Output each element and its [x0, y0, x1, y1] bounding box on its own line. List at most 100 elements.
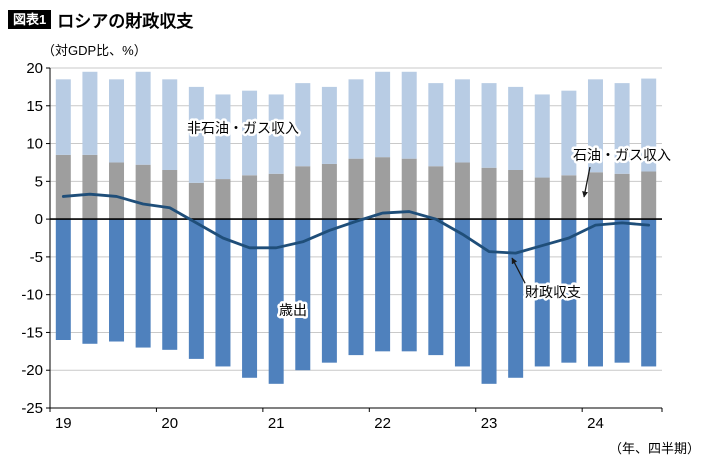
bar-segment-expenditure — [188, 219, 204, 359]
bar-segment-non-oil-gas-revenue — [188, 86, 204, 183]
bar-segment-expenditure — [268, 219, 284, 384]
bar-segment-non-oil-gas-revenue — [534, 94, 550, 178]
bar-segment-oil-gas-revenue — [454, 162, 470, 220]
bar-segment-expenditure — [55, 219, 71, 340]
bar-segment-expenditure — [508, 219, 524, 378]
bar-segment-oil-gas-revenue — [614, 173, 630, 220]
bar-segment-oil-gas-revenue — [641, 171, 657, 220]
y-tick-label: 0 — [35, 211, 43, 228]
label-oil-gas: 石油・ガス収入 — [573, 147, 671, 163]
label-oil-gas-arrow — [582, 166, 591, 198]
bar-segment-expenditure — [348, 219, 364, 356]
bar-segment-non-oil-gas-revenue — [561, 90, 577, 176]
bar-segment-non-oil-gas-revenue — [268, 94, 284, 174]
y-tick-label: -10 — [21, 287, 43, 304]
bar-segment-non-oil-gas-revenue — [55, 79, 71, 155]
bar-segment-expenditure — [534, 219, 550, 367]
bar-segment-non-oil-gas-revenue — [82, 71, 98, 155]
bar-segment-oil-gas-revenue — [109, 162, 125, 220]
bar-segment-oil-gas-revenue — [587, 172, 603, 220]
axes — [46, 67, 663, 412]
tick-labels: 20 15 10 5 0 -5 -10 -15 -20 -25 19 20 21 22 23 24 — [21, 60, 604, 432]
bar-segment-non-oil-gas-revenue — [135, 71, 151, 165]
bar-series — [55, 71, 657, 384]
bar-segment-expenditure — [454, 219, 470, 367]
bar-segment-non-oil-gas-revenue — [242, 90, 258, 176]
bar-segment-expenditure — [109, 219, 125, 342]
x-axis-unit-note: （年、四半期） — [608, 441, 700, 456]
bar-segment-non-oil-gas-revenue — [508, 86, 524, 170]
y-tick-label: -25 — [21, 400, 43, 417]
y-tick-label: -15 — [21, 324, 43, 341]
y-axis-unit-note: （対GDP比、%） — [42, 43, 147, 58]
bar-segment-oil-gas-revenue — [55, 154, 71, 220]
bar-segment-oil-gas-revenue — [268, 173, 284, 220]
bar-segment-oil-gas-revenue — [82, 154, 98, 220]
y-tick-label: 5 — [35, 173, 43, 190]
bar-segment-oil-gas-revenue — [508, 170, 524, 220]
bar-segment-oil-gas-revenue — [135, 164, 151, 220]
bar-segment-expenditure — [481, 219, 497, 384]
bar-segment-expenditure — [614, 219, 630, 363]
bar-segment-non-oil-gas-revenue — [454, 79, 470, 163]
bar-segment-oil-gas-revenue — [348, 158, 364, 220]
bar-segment-oil-gas-revenue — [188, 182, 204, 220]
bar-segment-expenditure — [321, 219, 337, 363]
bar-segment-non-oil-gas-revenue — [428, 83, 444, 167]
bar-segment-expenditure — [561, 219, 577, 363]
bar-segment-expenditure — [375, 219, 391, 352]
chart-header: 図表1 ロシアの財政収支 — [8, 7, 193, 32]
bar-segment-non-oil-gas-revenue — [109, 79, 125, 163]
x-tick-label: 24 — [587, 415, 604, 432]
bar-segment-oil-gas-revenue — [401, 158, 417, 220]
label-expenditure: 歳出 — [279, 302, 307, 318]
bar-segment-oil-gas-revenue — [295, 166, 311, 220]
label-non-oil-gas: 非石油・ガス収入 — [187, 120, 299, 136]
bar-segment-non-oil-gas-revenue — [295, 83, 311, 167]
bar-segment-oil-gas-revenue — [428, 166, 444, 220]
label-fiscal-balance-arrow — [511, 257, 527, 286]
bar-segment-oil-gas-revenue — [375, 157, 391, 220]
bar-segment-expenditure — [401, 219, 417, 352]
bar-segment-expenditure — [215, 219, 231, 367]
fiscal-balance-line — [61, 192, 651, 255]
bar-segment-non-oil-gas-revenue — [481, 83, 497, 168]
bar-segment-expenditure — [82, 219, 98, 344]
bar-segment-non-oil-gas-revenue — [401, 71, 417, 159]
bar-segment-expenditure — [428, 219, 444, 356]
bar-segment-expenditure — [242, 219, 258, 378]
bar-segment-expenditure — [641, 219, 657, 367]
bar-segment-oil-gas-revenue — [321, 163, 337, 220]
bar-segment-expenditure — [135, 219, 151, 348]
bar-segment-oil-gas-revenue — [481, 167, 497, 220]
line-series — [61, 192, 651, 255]
page-title: ロシアの財政収支 — [57, 12, 194, 31]
bar-segment-non-oil-gas-revenue — [162, 79, 178, 170]
bar-segment-non-oil-gas-revenue — [321, 86, 337, 164]
y-tick-label: 10 — [26, 136, 43, 153]
bar-segment-non-oil-gas-revenue — [215, 94, 231, 180]
bar-segment-expenditure — [295, 219, 311, 371]
y-tick-label: -5 — [30, 249, 43, 266]
x-tick-label: 23 — [481, 415, 498, 432]
bar-segment-oil-gas-revenue — [242, 175, 258, 220]
y-tick-label: 15 — [26, 98, 43, 115]
bar-segment-expenditure — [162, 219, 178, 350]
bar-segment-oil-gas-revenue — [534, 177, 550, 220]
bar-segment-non-oil-gas-revenue — [587, 79, 603, 173]
y-tick-label: -20 — [21, 362, 43, 379]
x-tick-label: 21 — [268, 415, 285, 432]
bar-segment-oil-gas-revenue — [215, 179, 231, 220]
x-tick-label: 19 — [55, 415, 72, 432]
x-tick-label: 20 — [161, 415, 178, 432]
bar-segment-non-oil-gas-revenue — [641, 78, 657, 172]
figure-tag: 図表1 — [8, 9, 52, 30]
bar-segment-non-oil-gas-revenue — [348, 79, 364, 159]
bar-segment-oil-gas-revenue — [561, 175, 577, 220]
y-tick-label: 20 — [26, 60, 43, 77]
bar-segment-expenditure — [587, 219, 603, 367]
x-tick-label: 22 — [374, 415, 391, 432]
